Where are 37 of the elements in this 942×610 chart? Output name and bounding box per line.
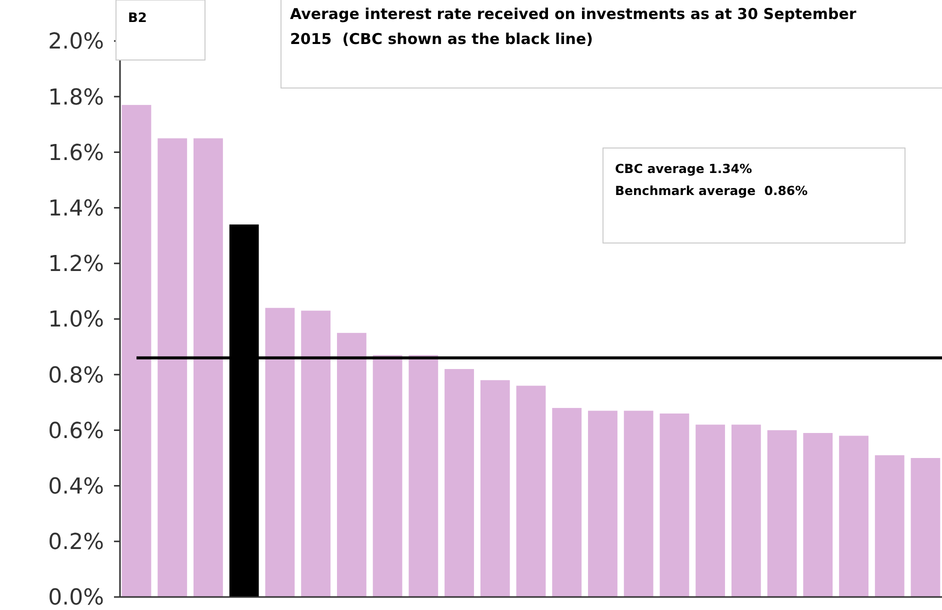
bar	[444, 369, 474, 597]
y-tick-label: 0.2%	[48, 530, 104, 556]
bar	[265, 308, 295, 597]
bar	[767, 430, 797, 597]
bar	[158, 138, 188, 597]
annotation: CBC average 1.34%	[615, 161, 753, 176]
chart-title: Average interest rate received on investments as at 30 September 2015 (CBC shown as the black line)	[290, 5, 857, 48]
bar	[194, 138, 223, 597]
y-tick-label: 0.6%	[48, 418, 104, 444]
bar	[910, 458, 940, 597]
bar	[624, 410, 654, 597]
y-tick-label: 1.2%	[48, 252, 104, 278]
bar	[480, 380, 510, 597]
y-tick-label: 1.4%	[48, 196, 104, 222]
y-tick-label: 2.0%	[48, 30, 104, 55]
bar	[839, 436, 868, 597]
bar	[408, 355, 438, 597]
bar	[372, 355, 402, 597]
text: B2	[128, 11, 147, 26]
y-tick-label: 1.6%	[48, 140, 104, 166]
y-tick-label: 0.4%	[48, 474, 104, 500]
y-tick-label: 1.8%	[48, 85, 104, 110]
bar	[803, 432, 833, 597]
y-tick-label: 0.0%	[48, 586, 104, 610]
bar	[874, 455, 904, 597]
y-tick-label: 1.0%	[48, 308, 104, 333]
bar	[122, 104, 152, 597]
bar	[696, 424, 726, 597]
bar	[660, 414, 690, 597]
bar	[731, 424, 761, 597]
bar	[588, 410, 618, 597]
bar	[552, 408, 582, 597]
bar	[301, 310, 331, 597]
bar	[336, 332, 366, 597]
annotation: Benchmark average 0.86%	[615, 183, 808, 198]
y-tick-label: 0.8%	[48, 363, 104, 388]
bar	[516, 386, 546, 597]
